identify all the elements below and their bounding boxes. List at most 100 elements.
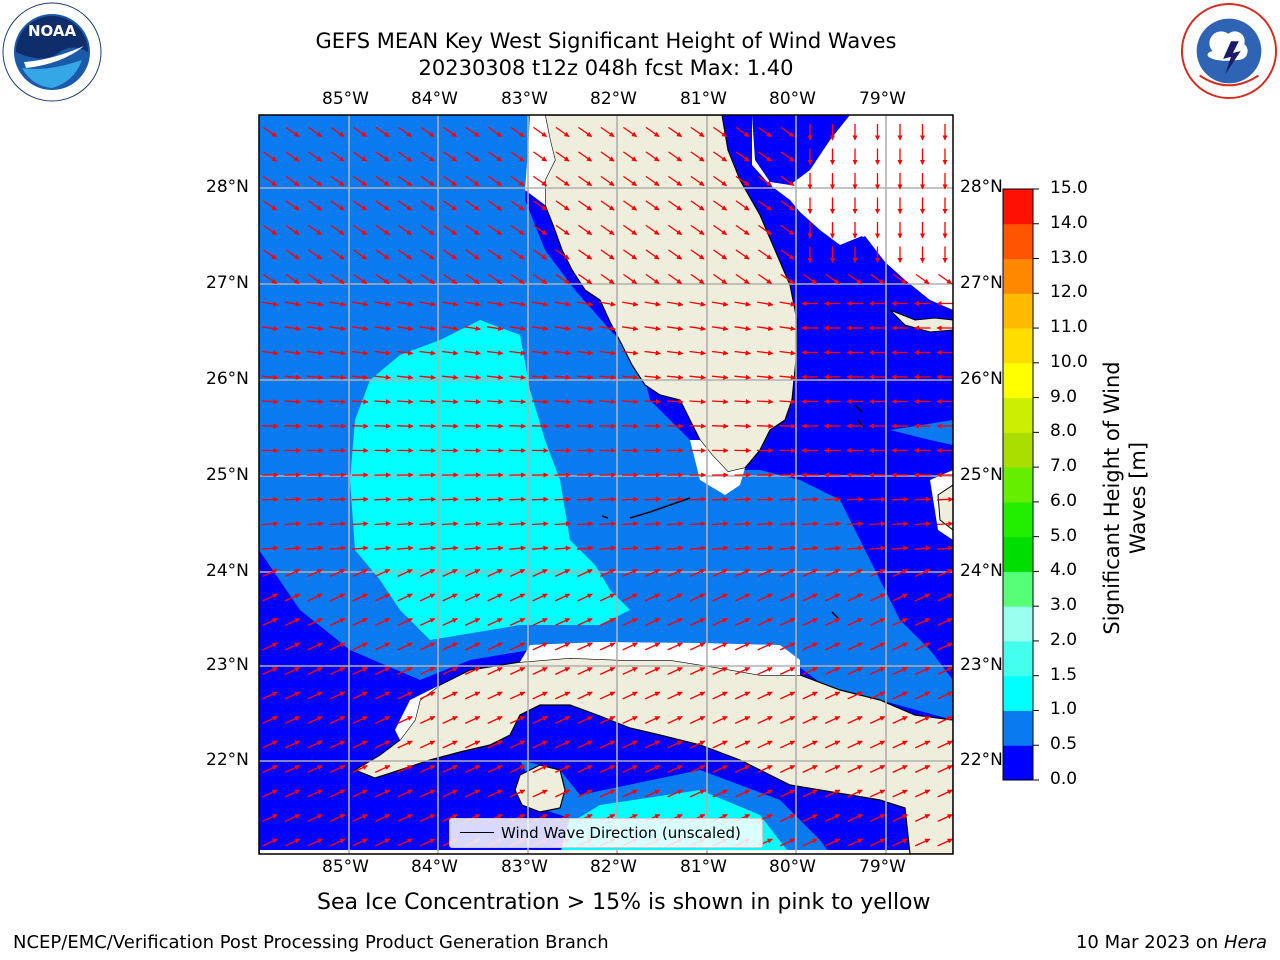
wave-direction-arrow — [353, 126, 368, 138]
wave-direction-arrow — [779, 691, 796, 700]
lon-tick-bottom: 85°W — [322, 857, 369, 877]
map-frame — [258, 114, 954, 855]
wave-direction-arrow — [599, 496, 617, 502]
wave-direction-arrow — [509, 789, 526, 798]
wave-direction-arrow — [891, 521, 909, 527]
wave-direction-arrow — [374, 838, 391, 847]
wave-direction-arrow — [622, 325, 639, 332]
wave-direction-arrow — [846, 521, 864, 527]
wave-direction-arrow — [623, 126, 638, 138]
wave-direction-arrow — [779, 765, 796, 773]
wave-direction-arrow — [509, 399, 527, 405]
wave-direction-arrow — [667, 618, 683, 626]
wave-direction-arrow — [487, 740, 503, 749]
wave-direction-arrow — [509, 740, 526, 749]
colorbar-label: Significant Height of Wind Waves [m] — [1100, 361, 1150, 635]
wave-direction-arrow — [398, 273, 413, 285]
wave-direction-arrow — [645, 273, 660, 285]
wave-direction-arrow — [735, 126, 750, 138]
wave-direction-arrow — [554, 716, 571, 724]
lon-tick-bottom: 84°W — [411, 857, 458, 877]
wave-direction-arrow — [397, 765, 413, 773]
wave-direction-arrow — [419, 521, 437, 527]
wave-direction-arrow — [555, 151, 570, 162]
wave-direction-arrow — [284, 765, 301, 773]
wave-direction-arrow — [622, 642, 638, 651]
wave-direction-arrow — [262, 593, 278, 602]
wave-direction-arrow — [801, 496, 819, 502]
wave-direction-arrow — [284, 301, 301, 307]
wave-direction-arrow — [329, 423, 347, 429]
wave-direction-arrow — [555, 175, 570, 187]
wave-direction-arrow — [352, 765, 368, 773]
wave-direction-arrow — [330, 126, 345, 138]
wave-direction-arrow — [554, 545, 572, 551]
wave-direction-arrow — [622, 789, 638, 798]
map-legend: Wind Wave Direction (unscaled) — [449, 818, 763, 848]
wave-direction-arrow — [735, 224, 750, 236]
wave-direction-arrow — [374, 814, 391, 822]
wave-direction-arrow — [510, 200, 525, 211]
wave-direction-arrow — [307, 667, 323, 675]
wave-direction-arrow — [486, 301, 504, 307]
wave-direction-arrow — [690, 200, 705, 211]
wave-direction-arrow — [284, 545, 302, 551]
lat-tick-left: 23°N — [206, 655, 249, 675]
wave-direction-arrow — [689, 374, 707, 380]
wave-direction-arrow — [599, 642, 616, 651]
wave-direction-arrow — [374, 423, 392, 429]
wave-direction-arrow — [892, 569, 908, 577]
wave-direction-arrow — [892, 618, 908, 626]
wave-direction-arrow — [869, 789, 886, 798]
wave-direction-arrow — [779, 814, 796, 822]
wave-direction-arrow — [306, 496, 324, 502]
wave-direction-arrow — [374, 521, 392, 527]
lat-tick-left: 28°N — [206, 177, 249, 197]
wave-direction-arrow — [644, 521, 662, 527]
wave-direction-arrow — [869, 740, 886, 749]
wave-direction-arrow — [937, 765, 953, 773]
wave-direction-arrow — [375, 249, 390, 260]
wave-direction-arrow — [262, 814, 278, 822]
wave-direction-arrow — [689, 545, 707, 551]
lat-tick-left: 22°N — [206, 750, 249, 770]
wave-direction-arrow — [398, 224, 413, 236]
wave-direction-arrow — [285, 151, 300, 162]
wave-direction-arrow — [510, 224, 525, 236]
wave-direction-arrow — [307, 569, 323, 577]
wave-direction-arrow — [666, 545, 684, 551]
wave-direction-arrow — [644, 399, 662, 405]
wave-direction-arrow — [914, 691, 931, 700]
wave-direction-arrow — [690, 273, 705, 285]
wave-direction-arrow — [936, 545, 953, 551]
wave-direction-arrow — [284, 374, 302, 380]
wave-direction-arrow — [711, 374, 729, 380]
wave-direction-arrow — [600, 151, 615, 162]
wave-direction-arrow — [802, 716, 818, 724]
wave-direction-arrow — [486, 521, 504, 527]
wave-direction-arrow — [261, 545, 279, 551]
wave-direction-arrow — [599, 545, 617, 551]
wave-direction-arrow — [623, 249, 638, 260]
wave-direction-arrow — [419, 301, 436, 307]
lon-tick-bottom: 81°W — [680, 857, 727, 877]
wave-direction-arrow — [914, 545, 932, 551]
wave-direction-arrow — [509, 569, 526, 577]
wave-direction-arrow — [554, 301, 571, 307]
wave-direction-arrow — [846, 496, 864, 502]
wave-direction-arrow — [262, 740, 278, 749]
wave-direction-arrow — [488, 224, 503, 236]
colorbar-segment — [1003, 189, 1033, 225]
wave-direction-arrow — [824, 521, 842, 527]
wave-direction-arrow — [577, 618, 593, 626]
wave-direction-arrow — [599, 593, 616, 602]
wave-direction-arrow — [780, 126, 795, 138]
wave-direction-arrow — [734, 789, 751, 798]
wave-direction-arrow — [420, 200, 435, 211]
wave-direction-arrow — [330, 151, 345, 162]
wave-direction-arrow — [600, 249, 615, 260]
wave-direction-arrow — [578, 151, 593, 162]
lat-tick-right: 22°N — [960, 750, 1003, 770]
wave-direction-arrow — [802, 789, 818, 798]
wave-direction-arrow — [329, 789, 346, 798]
